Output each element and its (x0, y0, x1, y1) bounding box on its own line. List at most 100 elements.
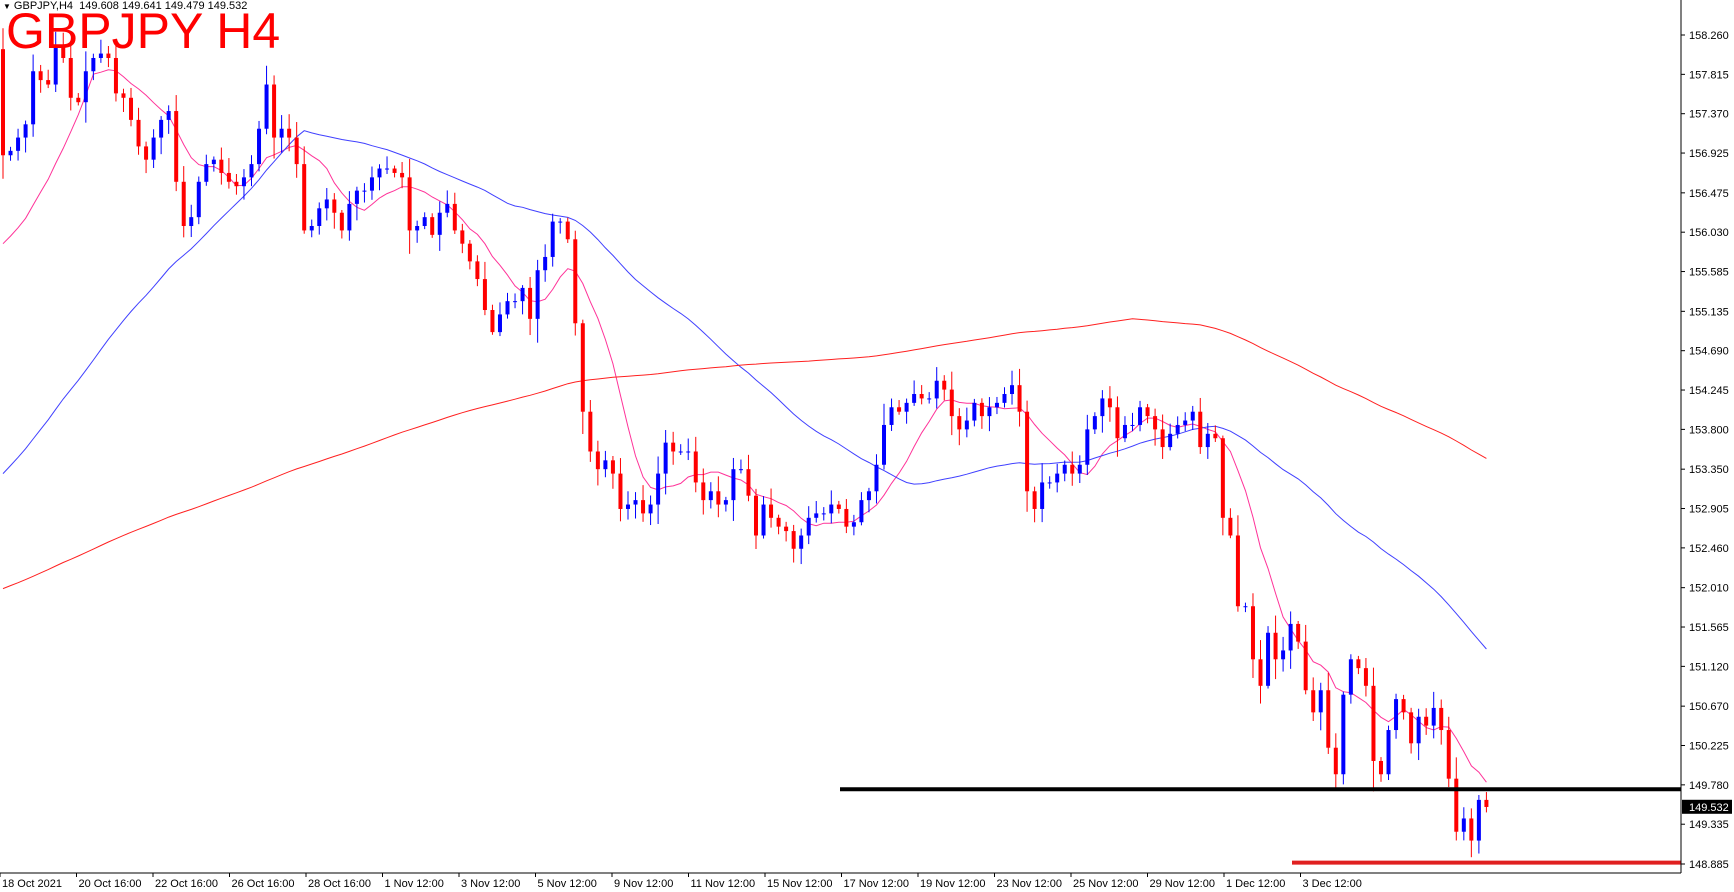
candle (1130, 412, 1135, 432)
candle-body (294, 137, 299, 165)
ohlc-values: 149.608 149.641 149.479 149.532 (79, 0, 248, 12)
candle-body (38, 71, 43, 81)
y-tick-label: 157.370 (1689, 109, 1729, 121)
candle (264, 65, 269, 135)
candle (1476, 795, 1481, 854)
candle-body (633, 500, 638, 505)
candle-body (1115, 407, 1120, 439)
candle-body (716, 491, 721, 505)
x-tick-label: 3 Nov 12:00 (461, 878, 520, 890)
candle-body (1130, 424, 1135, 426)
candle (415, 220, 420, 243)
candle (859, 492, 864, 526)
candle (693, 436, 698, 493)
candle (535, 259, 540, 343)
candle-body (1107, 398, 1112, 408)
candle (302, 146, 307, 234)
candle (106, 46, 111, 68)
candle-body (904, 402, 909, 412)
candle (497, 302, 502, 337)
candle (942, 375, 947, 401)
x-tick-label: 1 Dec 12:00 (1226, 878, 1285, 890)
candle-body (1431, 707, 1436, 726)
x-tick-label: 28 Oct 16:00 (308, 878, 371, 890)
y-tick-label: 150.670 (1689, 701, 1729, 713)
candle (1205, 422, 1210, 459)
candle (437, 201, 442, 251)
candle (1002, 387, 1007, 408)
candle (882, 403, 887, 470)
candle-body (1318, 690, 1323, 713)
candle (219, 147, 224, 185)
candle (927, 392, 932, 404)
candle (1040, 463, 1045, 523)
candle (121, 88, 126, 112)
candle (1153, 408, 1158, 446)
candle (1484, 792, 1489, 813)
candle (1371, 667, 1376, 792)
candle (633, 492, 638, 519)
candle-body (731, 469, 736, 501)
candle-body (1424, 716, 1429, 726)
candle (83, 51, 88, 123)
candle-body (1250, 606, 1255, 660)
x-tick-label: 20 Oct 16:00 (79, 878, 142, 890)
symbol-timeframe: GBPJPY,H4 (13, 0, 74, 12)
candle (791, 524, 796, 563)
candle-body (1122, 424, 1127, 439)
ma-slow-line (2, 318, 1487, 590)
candle-body (558, 221, 563, 223)
candle-body (701, 482, 706, 501)
y-tick-label: 155.585 (1689, 267, 1729, 279)
candle (731, 457, 736, 521)
candle-body (362, 190, 367, 192)
candle-body (1348, 659, 1353, 695)
candle-body (1371, 685, 1376, 761)
candle-body (686, 451, 691, 453)
candle (904, 398, 909, 424)
candle (1138, 400, 1143, 432)
candle (686, 438, 691, 461)
candle (618, 458, 623, 522)
candle-body (528, 287, 533, 319)
candle (874, 454, 879, 504)
candle-body (882, 424, 887, 465)
candle (528, 276, 533, 336)
candle-body (784, 526, 789, 532)
dropdown-triangle-icon[interactable]: ▼ (3, 2, 11, 11)
candle-body (430, 217, 435, 235)
candle-body (302, 164, 307, 231)
candle-body (76, 97, 81, 103)
candle (1303, 624, 1308, 695)
candle (1454, 757, 1459, 841)
candle-body (31, 71, 36, 125)
candle-body (1311, 690, 1316, 713)
candle (129, 87, 134, 127)
candle-body (859, 500, 864, 523)
candle (8, 146, 13, 161)
candle-body (535, 270, 540, 319)
candle (1017, 368, 1022, 427)
y-tick-label: 152.010 (1689, 583, 1729, 595)
candle-body (761, 504, 766, 536)
candle-body (392, 168, 397, 173)
x-tick-label: 9 Nov 12:00 (614, 878, 673, 890)
candle-body (979, 402, 984, 417)
candle (806, 506, 811, 545)
candle (1235, 515, 1240, 612)
candle (1348, 654, 1353, 704)
y-tick-label: 148.885 (1689, 859, 1729, 871)
candle (1145, 403, 1150, 424)
candle (1115, 396, 1120, 457)
y-tick-label: 153.350 (1689, 464, 1729, 476)
candle-body (46, 80, 51, 85)
candle-body (1303, 641, 1308, 691)
candle-body (1326, 690, 1331, 748)
candle (249, 155, 254, 187)
candle (1416, 708, 1421, 761)
candle-body (738, 469, 743, 471)
candle-body (317, 208, 322, 227)
candle-body (98, 53, 103, 58)
candle-body (1175, 424, 1180, 434)
candle-body (1010, 385, 1015, 395)
